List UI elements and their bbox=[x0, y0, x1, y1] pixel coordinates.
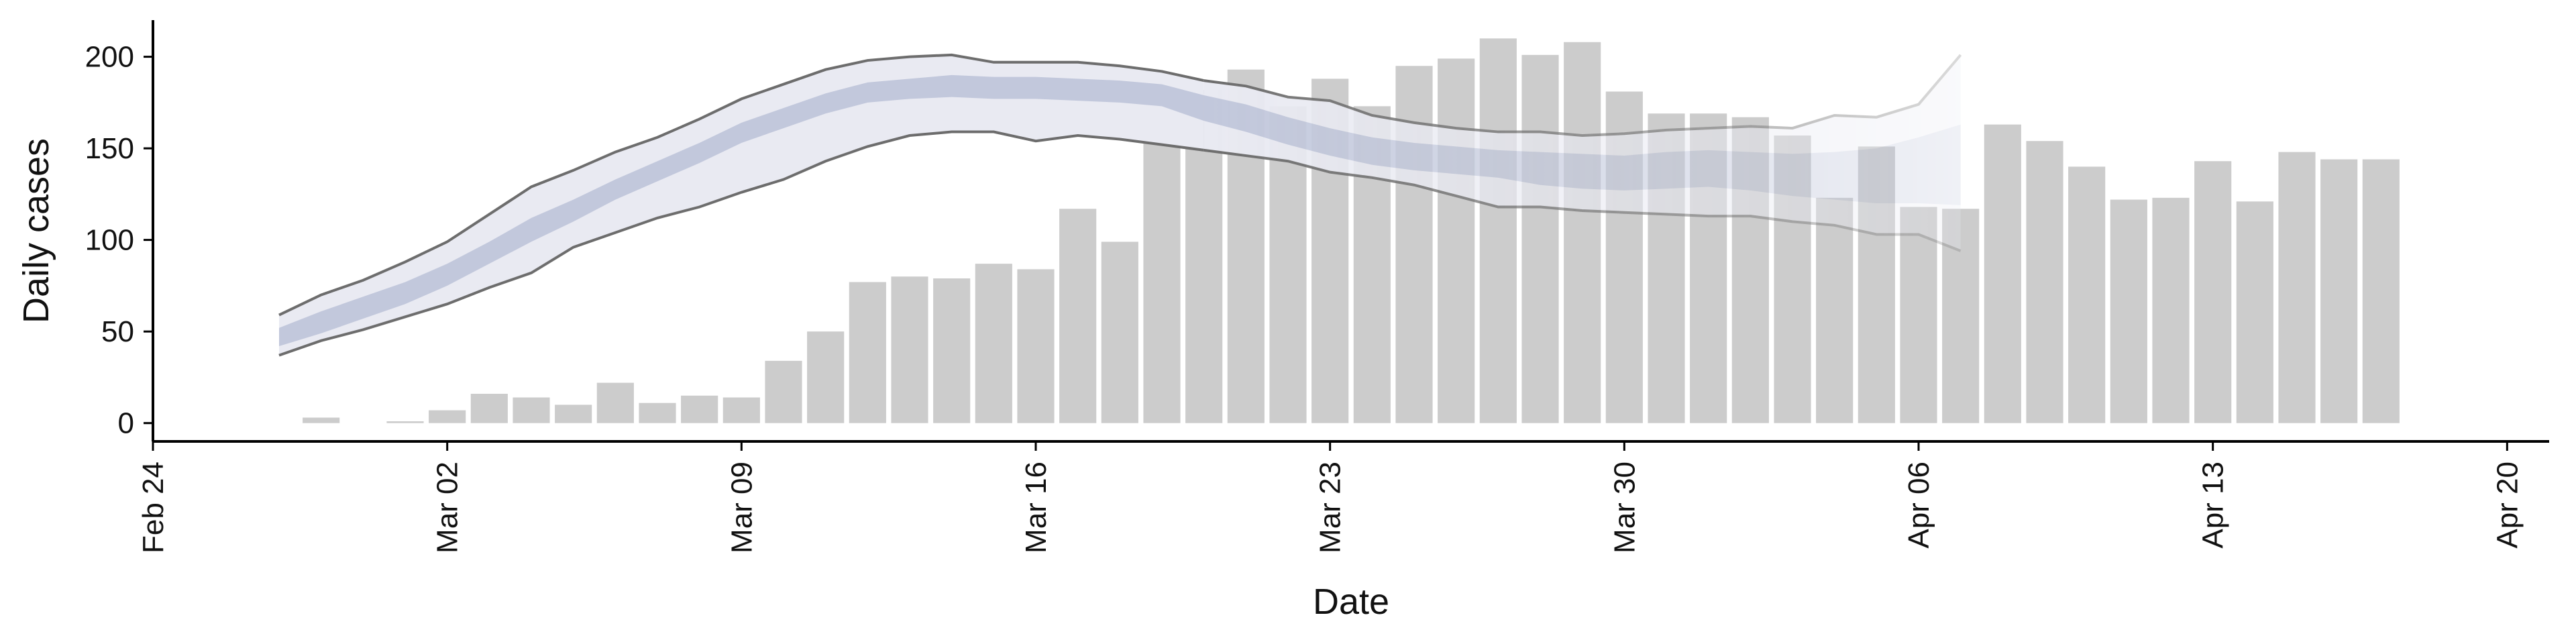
bar bbox=[1564, 42, 1601, 423]
bar bbox=[2362, 159, 2400, 423]
bar bbox=[975, 264, 1012, 423]
bar bbox=[2110, 199, 2147, 423]
x-tick-label: Apr 20 bbox=[2491, 462, 2524, 549]
bar bbox=[429, 410, 466, 423]
bar bbox=[1438, 58, 1475, 423]
bar bbox=[1521, 54, 1559, 423]
bar bbox=[1816, 197, 1854, 423]
bar bbox=[807, 331, 845, 423]
bar bbox=[2236, 201, 2273, 423]
upper-bound-line bbox=[278, 53, 1962, 317]
bar bbox=[681, 395, 718, 423]
x-tick-label: Mar 16 bbox=[1020, 462, 1053, 553]
x-axis-title: Date bbox=[1313, 582, 1389, 622]
x-tick-label: Mar 30 bbox=[1608, 462, 1641, 553]
x-tick-label: Apr 06 bbox=[1902, 462, 1935, 549]
bar bbox=[470, 394, 508, 423]
bar bbox=[2278, 152, 2316, 423]
y-tick-label: 50 bbox=[101, 315, 134, 348]
bar bbox=[639, 402, 676, 423]
bar bbox=[2068, 166, 2106, 423]
bar bbox=[2194, 161, 2232, 423]
bar bbox=[386, 421, 424, 423]
x-tick-label: Feb 24 bbox=[137, 462, 170, 553]
outer-interval bbox=[279, 54, 1961, 356]
bar bbox=[1900, 207, 1937, 423]
model-band bbox=[278, 53, 1962, 357]
bar bbox=[849, 282, 886, 423]
bar bbox=[303, 417, 340, 423]
bar bbox=[1059, 209, 1097, 423]
bar bbox=[555, 405, 592, 423]
x-tick-label: Mar 02 bbox=[431, 462, 464, 553]
bar bbox=[722, 397, 760, 423]
y-tick-label: 0 bbox=[118, 407, 134, 440]
y-axis-title: Daily cases bbox=[16, 138, 56, 323]
y-tick-label: 100 bbox=[85, 224, 134, 257]
y-tick-label: 200 bbox=[85, 41, 134, 74]
bar bbox=[933, 278, 971, 423]
bar bbox=[513, 397, 550, 423]
x-tick-label: Apr 13 bbox=[2197, 462, 2230, 549]
bar bbox=[891, 276, 928, 423]
bar bbox=[2026, 141, 2063, 423]
x-tick-label: Mar 23 bbox=[1314, 462, 1347, 553]
bar bbox=[596, 382, 634, 423]
bar bbox=[2320, 159, 2358, 423]
x-tick-label: Mar 09 bbox=[725, 462, 758, 553]
bar bbox=[1017, 269, 1055, 423]
lower-bound-line bbox=[278, 130, 1962, 357]
bar bbox=[2152, 197, 2190, 423]
bar bbox=[1984, 124, 2021, 423]
axes: 0 50 100 150 200 Feb 24 Mar 02 Mar 09 Mar 16 Mar … bbox=[85, 20, 2549, 553]
bar bbox=[765, 360, 802, 423]
y-tick-label: 150 bbox=[85, 132, 134, 165]
bar bbox=[1479, 38, 1517, 423]
bar bbox=[1101, 241, 1138, 423]
